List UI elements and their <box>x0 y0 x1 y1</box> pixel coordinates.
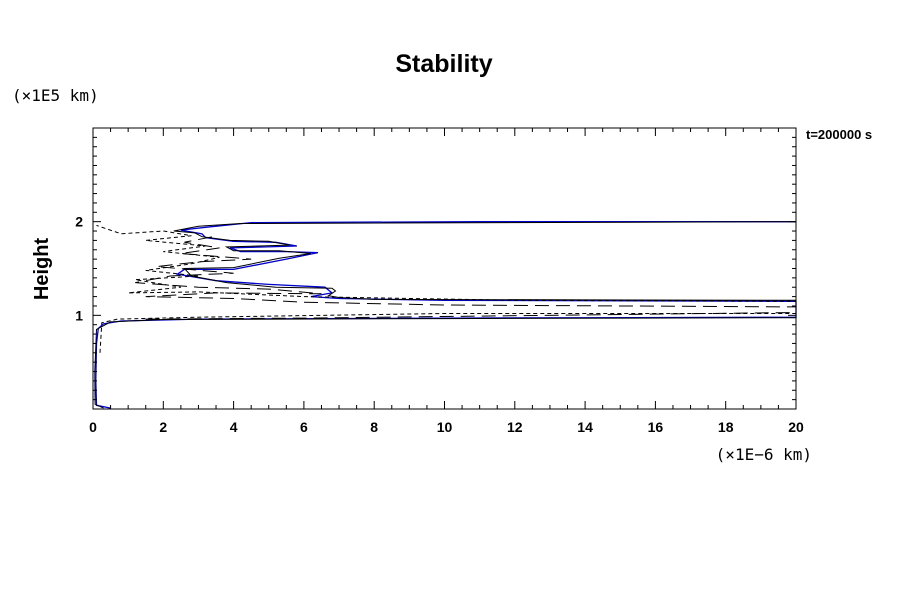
y-scale-label: (×1E5 km) <box>12 86 99 105</box>
series-layer <box>94 221 797 409</box>
x-tick-label: 2 <box>159 419 167 435</box>
x-tick-label: 8 <box>370 419 378 435</box>
series-line-solid-black <box>94 221 797 409</box>
series-line-dashed-short <box>96 224 797 353</box>
chart-title: Stability <box>395 50 492 78</box>
x-tick-label: 10 <box>437 419 453 435</box>
x-tick-label: 6 <box>300 419 308 435</box>
series-line-dashed-long <box>135 236 797 320</box>
x-tick-label: 0 <box>89 419 97 435</box>
x-tick-label: 12 <box>507 419 523 435</box>
y-tick-label: 2 <box>75 214 83 230</box>
x-tick-label: 18 <box>718 419 734 435</box>
x-tick-label: 16 <box>648 419 664 435</box>
plot-frame <box>92 127 797 410</box>
series-line-solid-blue <box>95 221 797 409</box>
x-tick-label: 20 <box>788 419 804 435</box>
x-tick-label: 14 <box>577 419 593 435</box>
x-scale-label: (×1E−6 km) <box>716 445 812 464</box>
time-label: t=200000 s <box>806 127 872 142</box>
x-tick-label: 4 <box>230 419 238 435</box>
y-tick-label: 1 <box>75 307 83 323</box>
y-axis-label: Height <box>31 238 53 301</box>
